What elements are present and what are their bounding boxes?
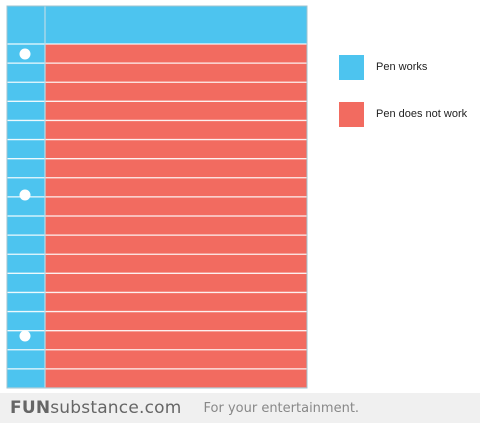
- tagline: For your entertainment.: [203, 400, 360, 416]
- binder-hole: [19, 189, 31, 201]
- binder-hole: [19, 48, 31, 60]
- notebook-paper: [6, 5, 308, 389]
- legend-swatch-pen-works: [339, 54, 364, 80]
- footer-bar: FUNsubstance.com For your entertainment.: [0, 393, 480, 423]
- legend-item-pen-works: Pen works: [339, 54, 467, 80]
- notebook-paper-chart: [6, 5, 308, 389]
- brand-bold: FUN: [10, 398, 51, 418]
- legend-label-pen-works: Pen works: [376, 61, 428, 73]
- legend-swatch-pen-does-not-work: [339, 101, 364, 127]
- legend-label-pen-does-not-work: Pen does not work: [376, 108, 468, 120]
- binder-hole: [19, 330, 31, 342]
- legend-item-pen-does-not-work: Pen does not work: [339, 101, 467, 127]
- brand-rest: substance.com: [50, 398, 182, 418]
- site-logo: FUNsubstance.com: [10, 398, 182, 418]
- legend: Pen works Pen does not work: [339, 54, 467, 127]
- paper-border: [6, 5, 308, 389]
